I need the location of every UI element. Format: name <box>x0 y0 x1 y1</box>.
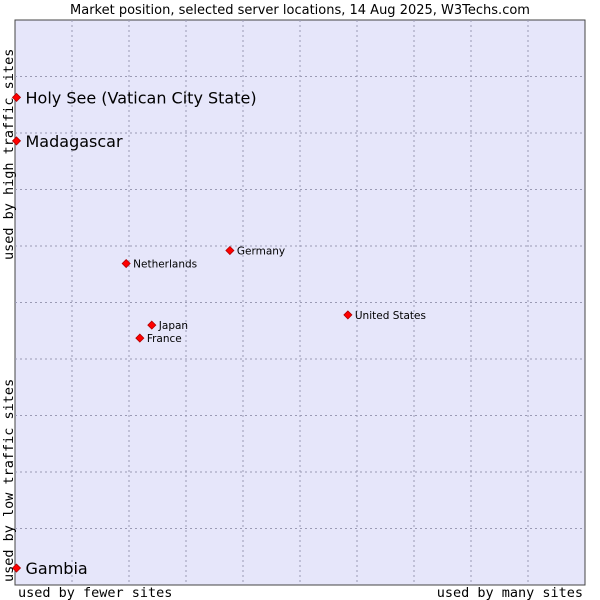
data-points <box>11 92 353 573</box>
data-point-marker <box>147 320 157 330</box>
data-point-label: United States <box>355 310 426 322</box>
data-point-marker <box>135 333 145 343</box>
chart-title: Market position, selected server locatio… <box>70 3 530 18</box>
data-point-label: Japan <box>158 320 188 332</box>
x-axis-label-low: used by fewer sites <box>18 585 172 600</box>
data-point-label: Holy See (Vatican City State) <box>26 88 257 107</box>
data-point-label: Netherlands <box>133 259 197 271</box>
data-point-marker <box>225 245 235 256</box>
grid-lines <box>15 20 585 585</box>
data-point-marker <box>11 563 22 573</box>
x-axis-label-high: used by many sites <box>437 585 583 600</box>
data-point-marker <box>11 92 22 102</box>
y-axis-label-high: used by high traffic sites <box>1 49 17 260</box>
y-axis-label-low: used by low traffic sites <box>1 379 17 582</box>
data-point-label: Gambia <box>26 559 88 578</box>
data-point-marker <box>11 136 22 146</box>
data-point-label: Germany <box>237 246 285 258</box>
data-point-label: Madagascar <box>26 132 123 151</box>
data-point-marker <box>343 310 353 320</box>
data-point-label: France <box>147 333 182 345</box>
data-labels: Holy See (Vatican City State) Madagascar G… <box>26 88 426 578</box>
data-point-marker <box>121 258 131 269</box>
